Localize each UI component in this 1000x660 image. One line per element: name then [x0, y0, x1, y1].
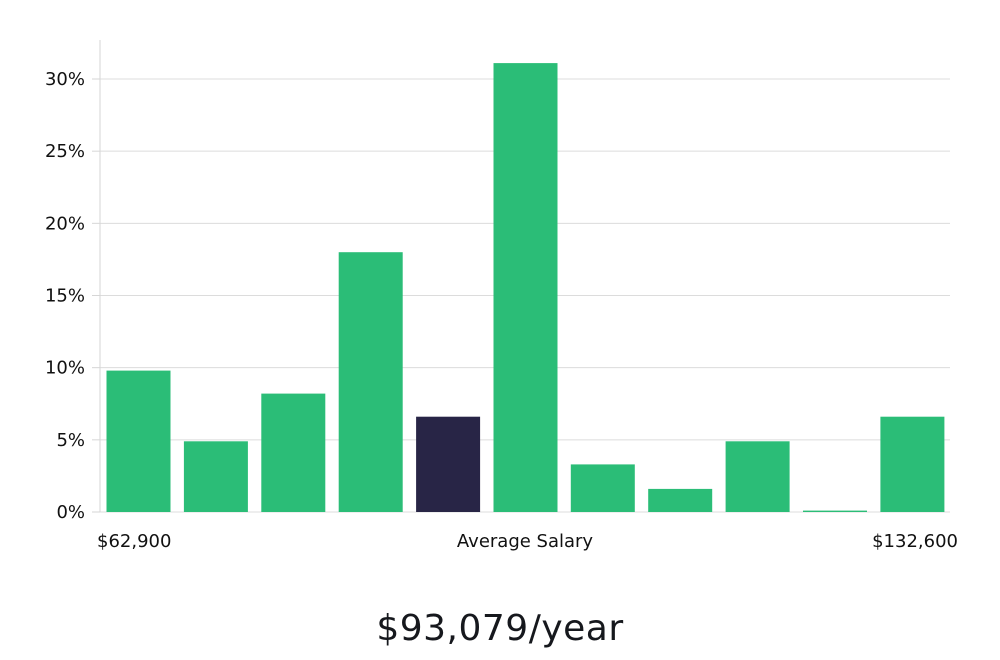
bar-average-salary — [416, 416, 481, 512]
x-label-min: $62,900 — [97, 531, 171, 552]
x-label-center: Average Salary — [457, 531, 594, 552]
y-tick-label: 5% — [56, 430, 85, 451]
x-label-max: $132,600 — [872, 531, 958, 552]
y-tick-label: 10% — [45, 358, 85, 379]
bar — [338, 252, 403, 512]
average-salary-value: $93,079/year — [376, 608, 624, 649]
bar — [570, 464, 635, 512]
y-tick-label: 15% — [45, 286, 85, 307]
bar — [725, 441, 790, 512]
bar — [261, 393, 326, 512]
y-tick-label: 25% — [45, 141, 85, 162]
bar — [493, 63, 558, 512]
bar — [648, 488, 713, 512]
y-tick-label: 20% — [45, 213, 85, 234]
bar — [106, 370, 171, 512]
y-axis-ticks: 0% 5% 10% 15% 20% 25% 30% — [45, 69, 100, 523]
bars — [106, 63, 945, 512]
bar — [803, 510, 867, 512]
salary-histogram: 0% 5% 10% 15% 20% 25% 30% $62,900 Average Sala… — [45, 40, 958, 552]
y-tick-label: 30% — [45, 69, 85, 90]
bar — [880, 416, 945, 512]
y-tick-label: 0% — [56, 502, 85, 523]
bar — [183, 441, 248, 512]
